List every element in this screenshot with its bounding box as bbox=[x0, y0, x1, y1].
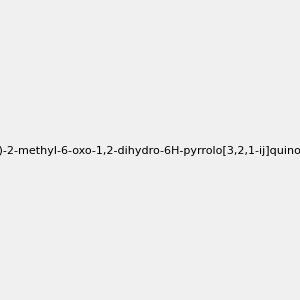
Text: N-(2-bromophenyl)-2-methyl-6-oxo-1,2-dihydro-6H-pyrrolo[3,2,1-ij]quinoline-5-car: N-(2-bromophenyl)-2-methyl-6-oxo-1,2-dih… bbox=[0, 146, 300, 157]
